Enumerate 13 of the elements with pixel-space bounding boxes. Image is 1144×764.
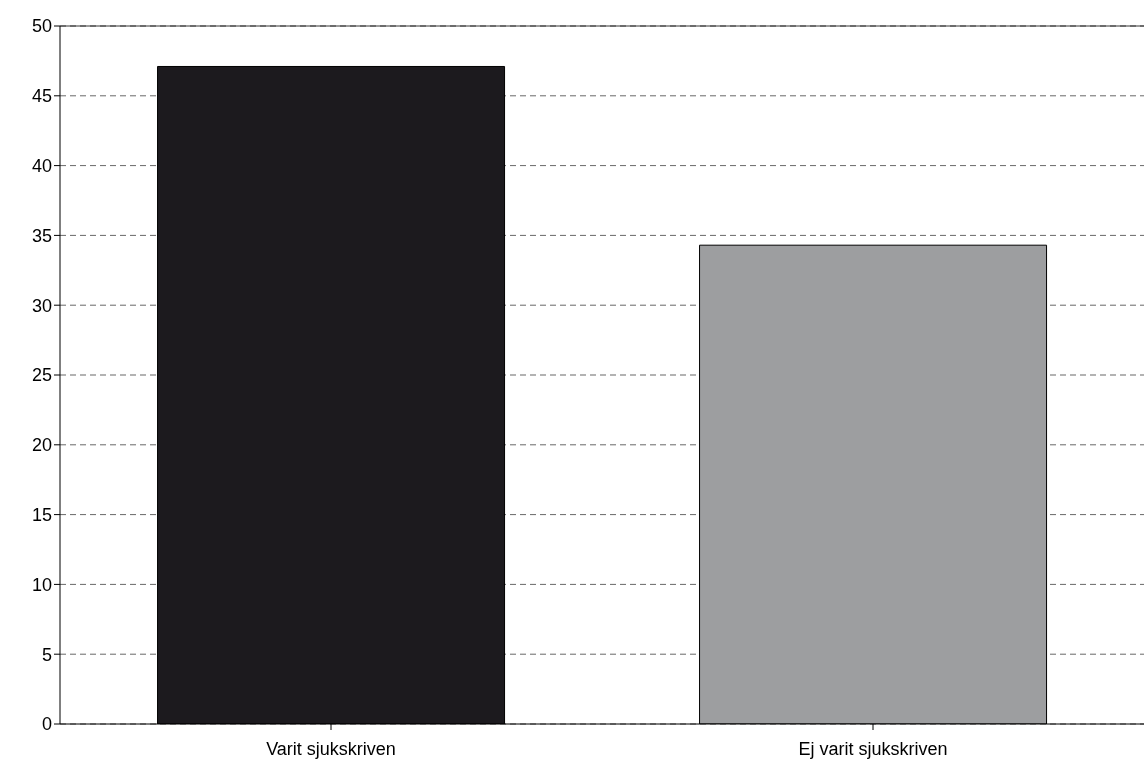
y-tick-label: 25 xyxy=(31,365,52,386)
y-tick-label: 10 xyxy=(31,574,52,595)
y-tick-label: 30 xyxy=(31,295,52,316)
y-tick-label: 40 xyxy=(31,155,52,176)
y-tick-label: 20 xyxy=(31,435,52,456)
y-tick-label: 50 xyxy=(31,16,52,37)
y-tick-label: 45 xyxy=(31,86,52,107)
y-tick-label: 0 xyxy=(41,714,52,735)
y-tick-label: 15 xyxy=(31,504,52,525)
x-tick-label: Varit sjukskriven xyxy=(266,738,396,759)
y-tick-label: 35 xyxy=(31,225,52,246)
x-tick-label: Ej varit sjukskriven xyxy=(798,738,948,759)
y-tick-label: 5 xyxy=(41,644,52,665)
